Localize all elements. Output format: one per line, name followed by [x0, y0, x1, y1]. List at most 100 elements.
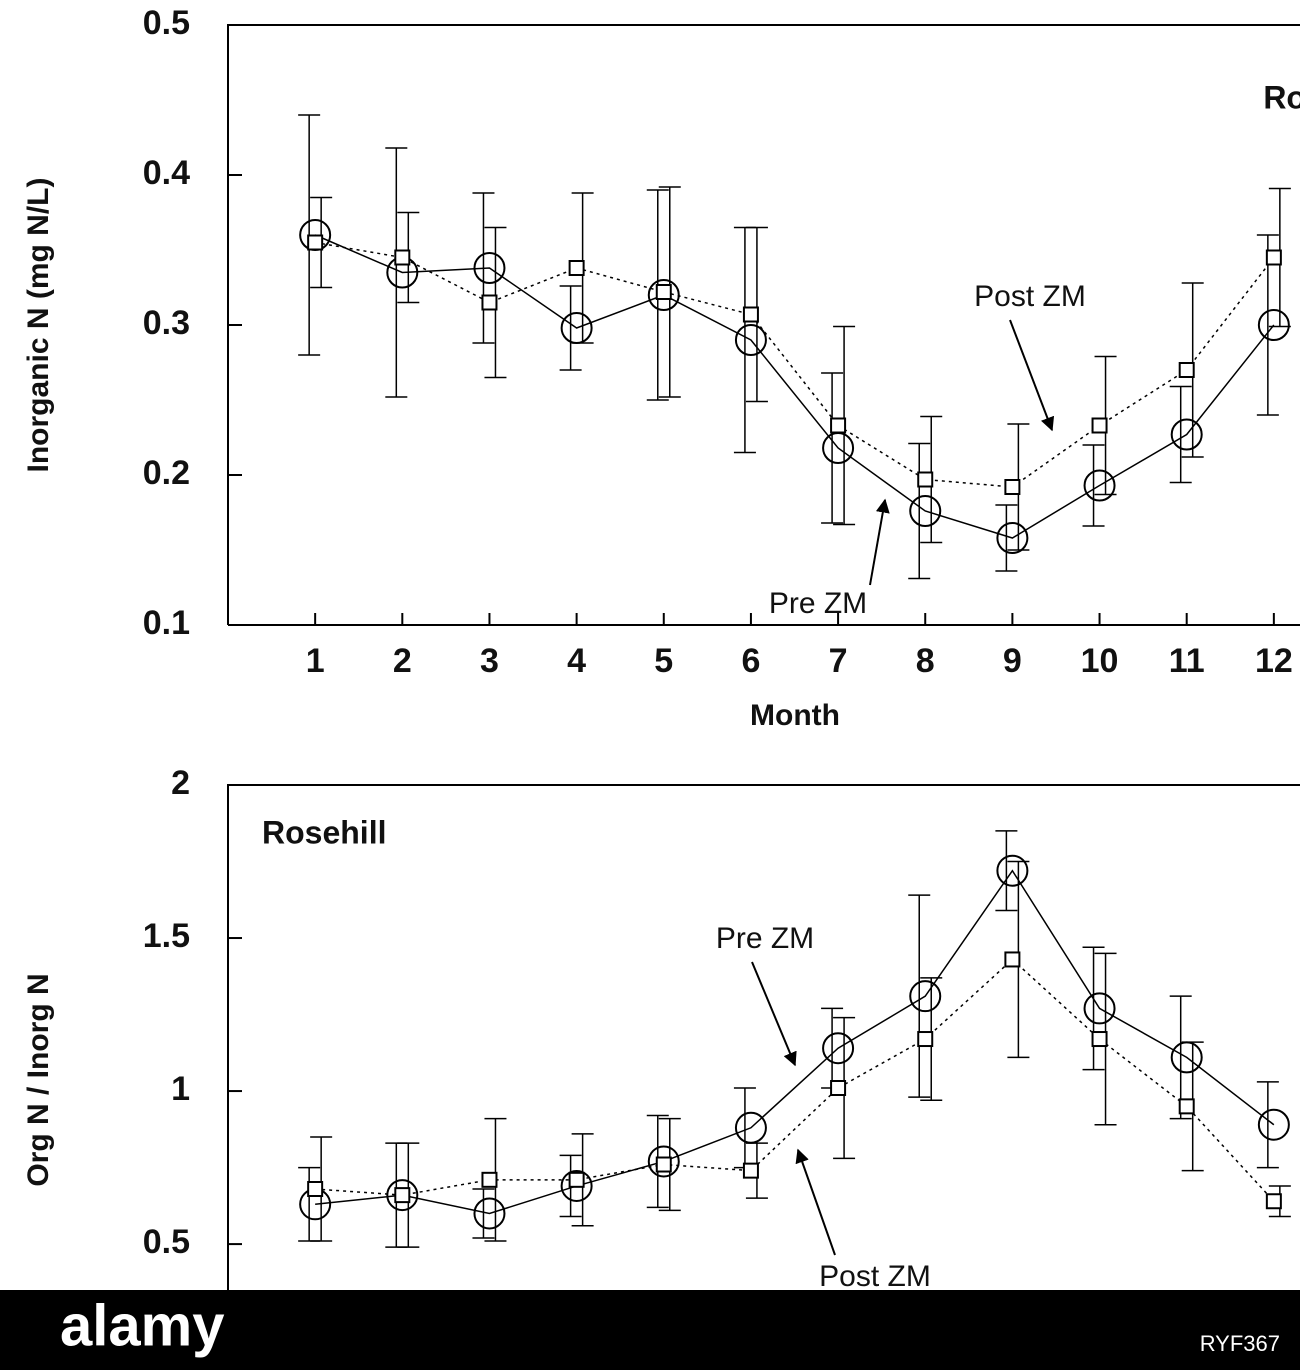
point-marker	[481, 294, 498, 311]
x-tick-label: 3	[480, 642, 499, 680]
annotation: Post ZM	[819, 1260, 931, 1293]
annotation-arrow	[1009, 319, 1055, 432]
error-bar	[1082, 444, 1105, 527]
point-marker	[734, 324, 767, 356]
series-line	[314, 234, 1275, 539]
error-bar	[733, 1087, 756, 1169]
point-marker	[909, 495, 942, 527]
x-tick-label: 8	[916, 642, 935, 680]
watermark-brand: alamy	[60, 1293, 224, 1358]
error-bar	[1082, 946, 1105, 1071]
point-marker	[394, 1187, 411, 1204]
y-tick-label: 1.5	[143, 917, 190, 955]
point-marker	[473, 252, 506, 284]
y-tick-label: 0.1	[143, 604, 190, 642]
error-bar	[908, 442, 931, 580]
point-marker	[1083, 992, 1116, 1025]
annotation: Rosehill	[262, 814, 386, 850]
series-line	[315, 958, 1275, 1202]
annotation: Post ZM	[974, 280, 1086, 313]
point-marker	[830, 1080, 847, 1096]
error-bar	[733, 226, 756, 454]
x-tick-label: 7	[829, 642, 848, 680]
point-marker	[1004, 951, 1021, 968]
y-axis-label: Inorganic N (mg N/L)	[22, 178, 55, 473]
watermark-id: RYF367	[1200, 1331, 1280, 1356]
plot-frame	[227, 784, 1300, 1290]
annotation-arrow	[869, 498, 890, 586]
x-tick-label: 9	[1003, 642, 1022, 680]
point-marker	[1265, 249, 1282, 266]
point-marker	[1091, 1031, 1108, 1048]
x-tick-label: 1	[306, 642, 325, 680]
x-tick-label: 4	[567, 642, 586, 680]
y-tick-label: 2	[171, 764, 190, 802]
error-bar	[1169, 385, 1192, 484]
y-tick-label: 0.5	[143, 1223, 190, 1261]
x-tick-label: 6	[741, 642, 760, 680]
x-axis-label: Month	[750, 699, 840, 732]
y-tick-label: 0.4	[143, 154, 190, 192]
error-bar	[1256, 1081, 1279, 1169]
point-marker	[1178, 1098, 1195, 1115]
error-bar	[385, 147, 408, 398]
y-tick-label: 0.3	[143, 304, 190, 342]
y-axis-label: Org N / Inorg N	[22, 973, 55, 1186]
point-marker	[996, 854, 1029, 887]
point-marker	[1170, 418, 1203, 451]
point-marker	[655, 1156, 672, 1173]
x-tick-label: 5	[654, 642, 673, 680]
annotation: Pre ZM	[769, 587, 867, 620]
point-marker	[1265, 1193, 1282, 1210]
plot-frame	[227, 24, 1300, 626]
point-marker	[481, 1171, 498, 1188]
point-marker	[1257, 309, 1290, 341]
point-marker	[473, 1197, 506, 1230]
point-marker	[1091, 417, 1108, 434]
point-marker	[917, 471, 934, 488]
point-marker	[1004, 479, 1021, 495]
point-marker	[742, 306, 759, 323]
point-marker	[655, 284, 672, 300]
point-marker	[822, 1032, 855, 1065]
point-marker	[909, 980, 942, 1013]
point-marker	[647, 279, 680, 311]
point-marker	[307, 1181, 324, 1197]
x-tick-label: 10	[1081, 642, 1119, 680]
y-tick-label: 1	[171, 1070, 190, 1108]
annotation: Rosehi	[1263, 79, 1300, 115]
point-marker	[394, 249, 411, 266]
x-tick-label: 11	[1169, 642, 1205, 680]
annotation-arrow	[795, 1148, 836, 1256]
annotation-arrow	[751, 961, 797, 1067]
point-marker	[996, 522, 1029, 554]
point-marker	[568, 260, 585, 276]
watermark-bar	[0, 1290, 1300, 1370]
point-marker	[647, 1145, 680, 1178]
annotation: Pre ZM	[716, 922, 814, 955]
point-marker	[568, 1171, 585, 1188]
point-marker	[830, 417, 847, 434]
error-bar	[559, 285, 582, 371]
point-marker	[386, 1179, 419, 1212]
x-tick-label: 2	[393, 642, 412, 680]
y-tick-label: 0.2	[143, 454, 190, 492]
point-marker	[307, 234, 324, 251]
y-tick-label: 0.5	[143, 4, 190, 42]
error-bar	[908, 894, 931, 1098]
point-marker	[1083, 469, 1116, 502]
error-bar	[995, 830, 1018, 912]
point-marker	[1178, 362, 1195, 378]
error-bar	[995, 504, 1018, 572]
error-bar	[821, 372, 844, 524]
point-marker	[917, 1031, 934, 1048]
error-bar	[821, 1007, 844, 1089]
error-bar	[472, 1188, 495, 1239]
point-marker	[560, 1169, 593, 1202]
point-marker	[742, 1162, 759, 1179]
error-bar	[1169, 995, 1192, 1120]
series-line	[315, 241, 1275, 488]
x-tick-label: 12	[1255, 642, 1293, 680]
